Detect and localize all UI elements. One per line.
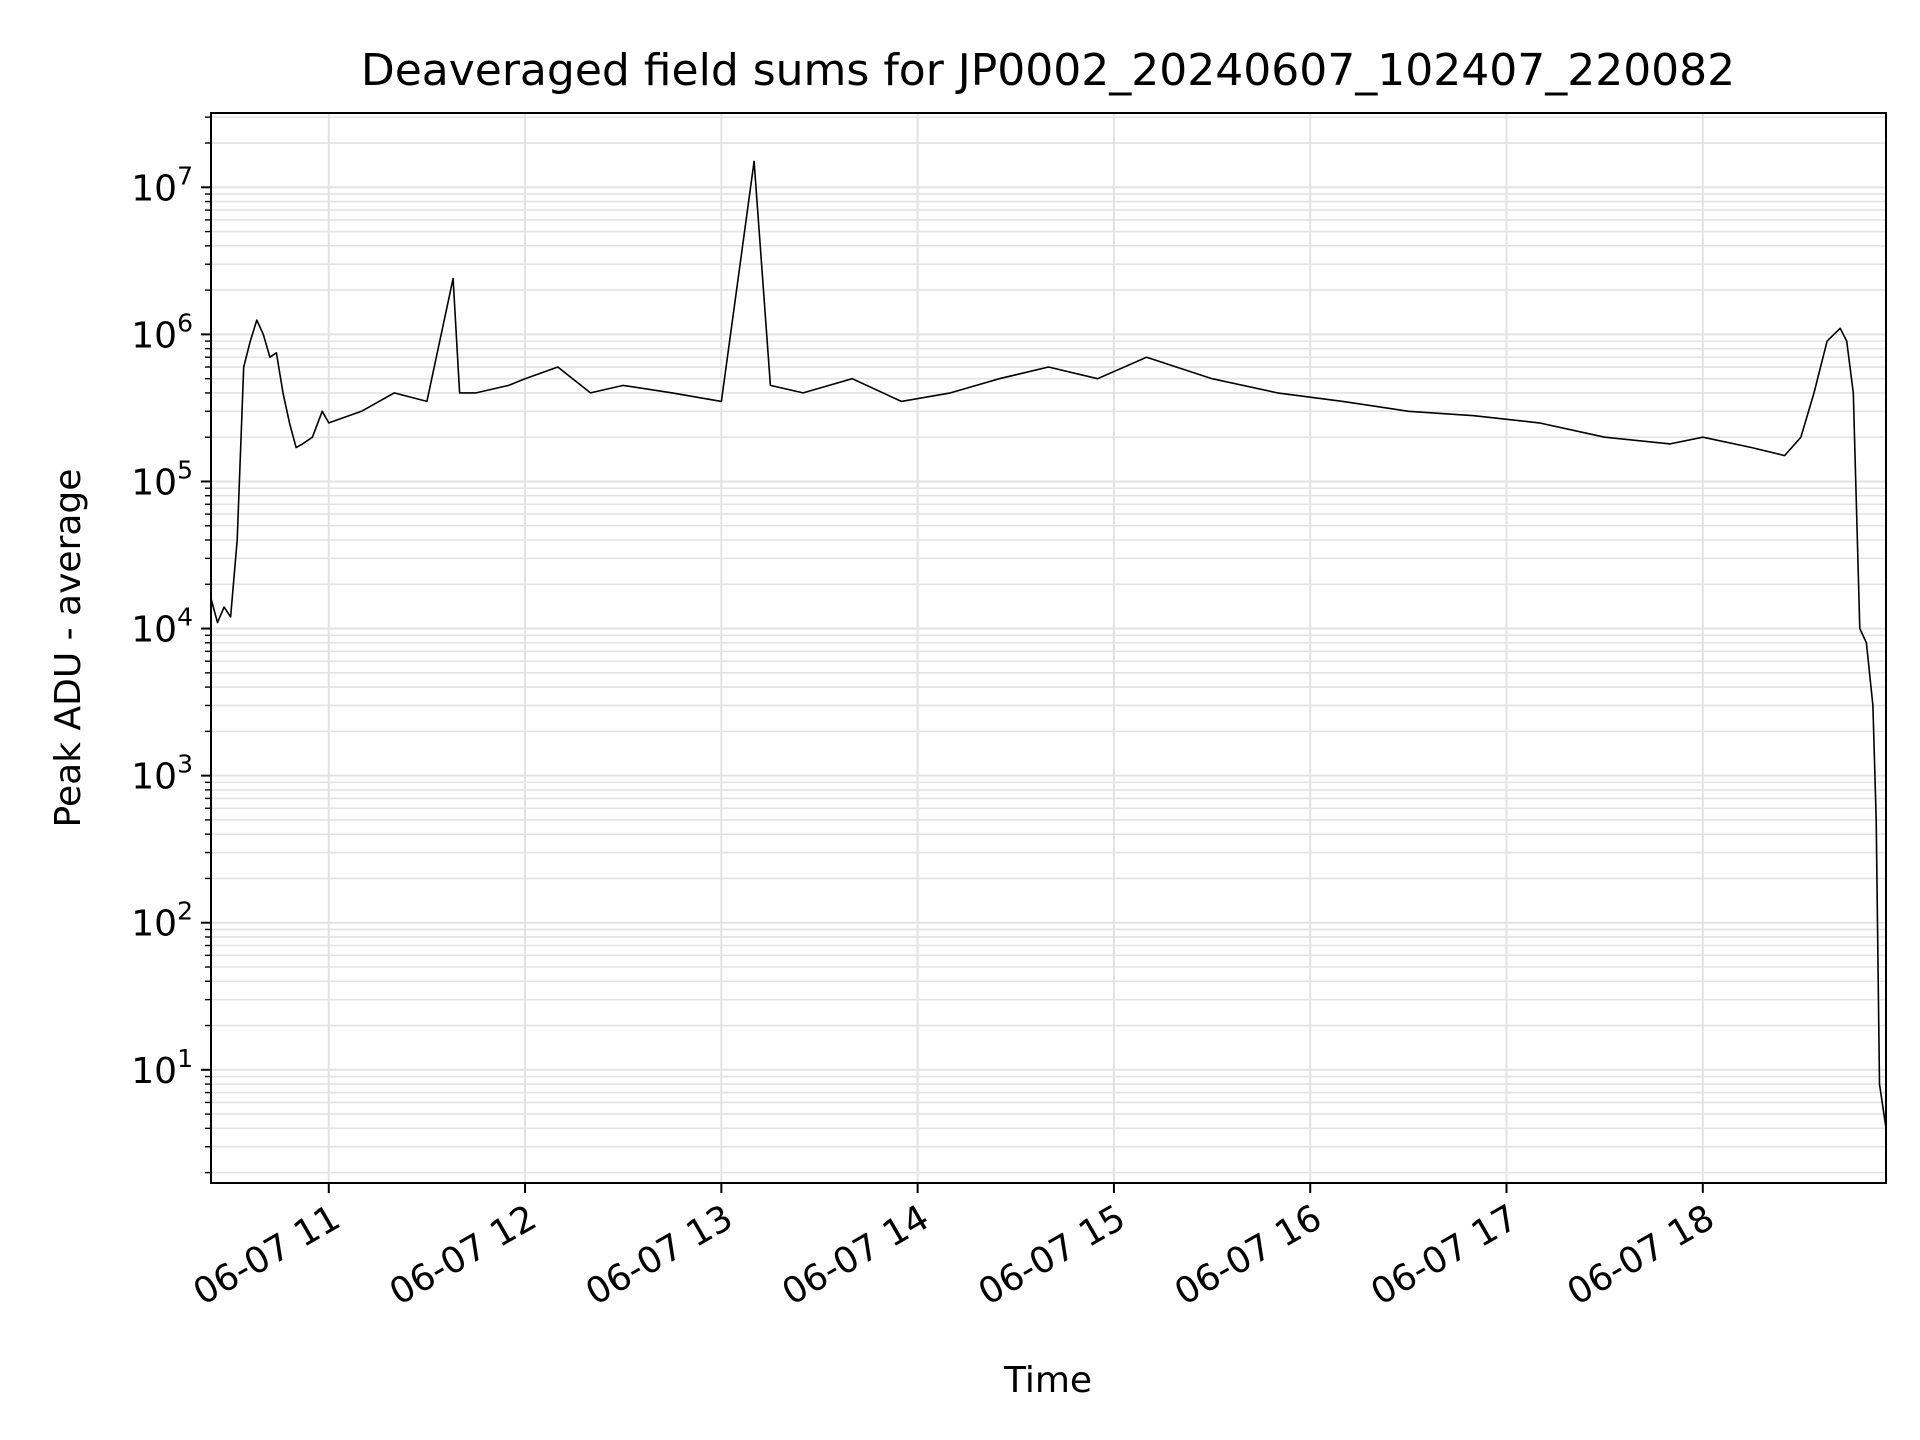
y-tick-base: 10 xyxy=(131,904,177,945)
axis-ticks xyxy=(201,116,1704,1193)
major-y-gridlines xyxy=(211,186,1886,1071)
chart-title: Deaveraged field sums for JP0002_2024060… xyxy=(361,45,1735,96)
y-tick-label: 104 xyxy=(131,603,193,651)
plot-area-frame xyxy=(210,112,1887,1184)
y-tick-label: 105 xyxy=(131,455,193,503)
y-tick-label: 107 xyxy=(131,161,193,209)
y-tick-base: 10 xyxy=(131,610,177,651)
y-tick-label: 102 xyxy=(131,897,193,945)
y-tick-exponent: 1 xyxy=(177,1044,193,1073)
y-tick-base: 10 xyxy=(131,315,177,356)
series-line xyxy=(210,160,1887,1129)
y-tick-exponent: 3 xyxy=(177,750,193,779)
y-tick-label: 101 xyxy=(131,1044,193,1092)
y-tick-exponent: 5 xyxy=(177,455,193,484)
minor-y-gridlines xyxy=(211,116,1886,1174)
x-axis-label: Time xyxy=(1003,1360,1092,1401)
x-gridlines xyxy=(327,113,1704,1183)
y-tick-base: 10 xyxy=(131,1051,177,1092)
y-tick-label: 103 xyxy=(131,750,193,798)
y-tick-base: 10 xyxy=(131,757,177,798)
y-axis-label: Peak ADU - average xyxy=(48,469,89,828)
y-tick-exponent: 4 xyxy=(177,603,193,632)
y-tick-base: 10 xyxy=(131,462,177,503)
y-tick-exponent: 2 xyxy=(177,897,193,926)
y-tick-exponent: 6 xyxy=(177,308,193,337)
y-tick-base: 10 xyxy=(131,168,177,209)
y-tick-label: 106 xyxy=(131,308,193,356)
y-tick-exponent: 7 xyxy=(177,161,193,190)
